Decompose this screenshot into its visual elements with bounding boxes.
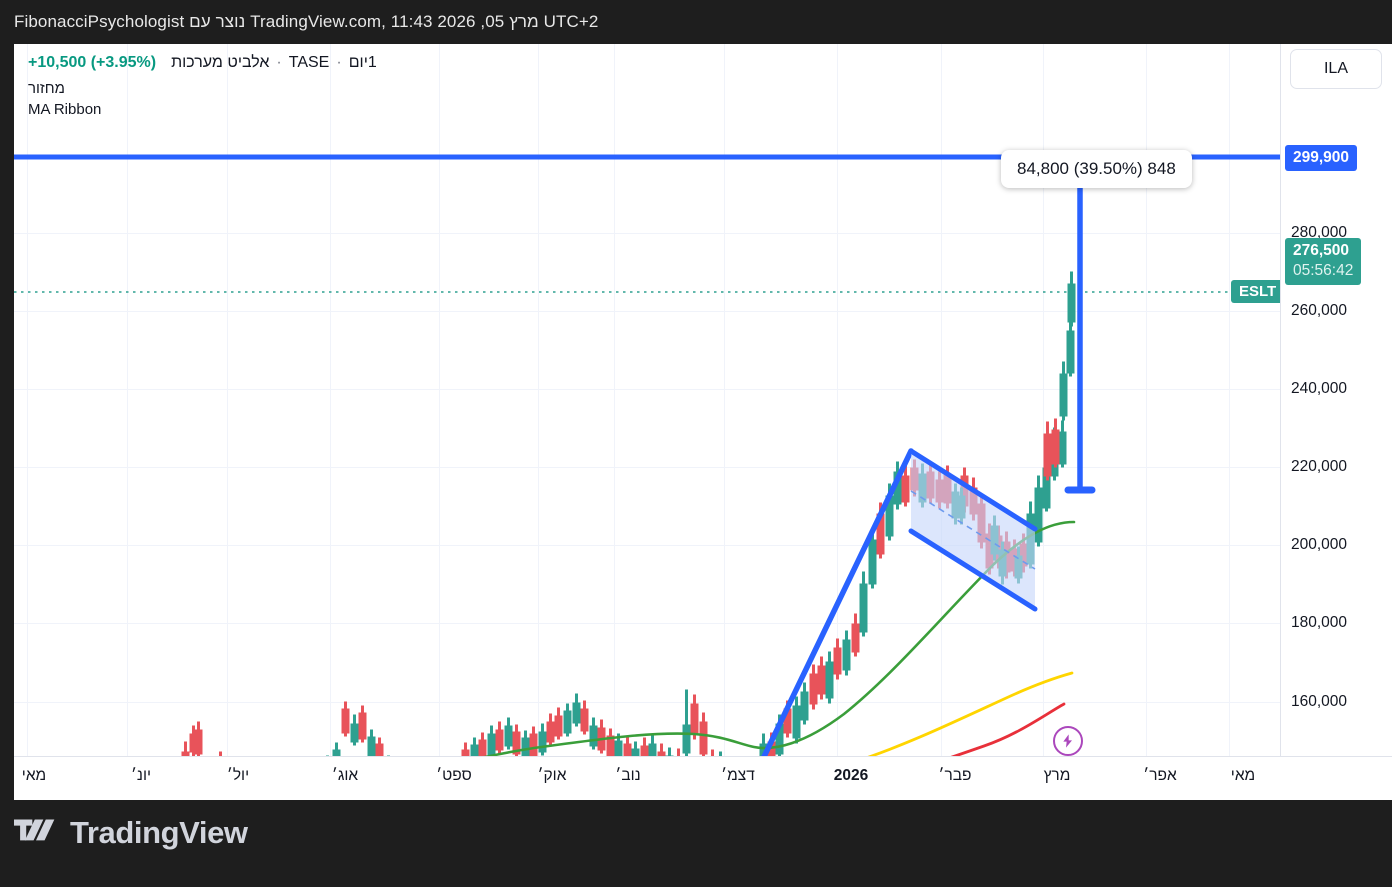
time-tick: נוב׳ (615, 767, 641, 784)
price-tick: 180,000 (1291, 614, 1348, 631)
attribution-bar: FibonacciPsychologist נוצר עם TradingVie… (0, 0, 1392, 44)
price-tick: 240,000 (1291, 380, 1348, 397)
time-tick: פבר׳ (938, 767, 972, 784)
currency-badge-label: ILA (1323, 60, 1348, 77)
gridline-horizontal (14, 702, 1280, 703)
last-price-value: 276,500 (1293, 242, 1350, 259)
legend-change-value: +10,500 (+3.95%) (28, 54, 157, 71)
gridline-horizontal (14, 233, 1280, 234)
gridline-vertical (27, 44, 28, 756)
parallel-channel-fill (911, 451, 1035, 609)
price-tick: 200,000 (1291, 536, 1348, 553)
series-tag-eslt: ESLT (1231, 280, 1280, 303)
price-tick: 220,000 (1291, 458, 1348, 475)
time-tick: 2026 (833, 767, 869, 784)
price-tick: 160,000 (1291, 693, 1348, 710)
measure-tooltip-text: 84,800 (39.50%) 848 (1017, 159, 1176, 178)
bar-countdown: 05:56:42 (1293, 262, 1354, 279)
gridline-horizontal (14, 389, 1280, 390)
tradingview-logo: TradingView (14, 815, 248, 851)
chart-pane[interactable]: ESLT 1יום · TASE · אלביט מערכות +10,500 … (14, 44, 1280, 800)
gridline-vertical (330, 44, 331, 756)
target-price-label[interactable]: 299,900 (1285, 145, 1358, 171)
legend-symbol-name: אלביט מערכות (171, 54, 270, 71)
price-tick: 260,000 (1291, 302, 1348, 319)
gridline-vertical (941, 44, 942, 756)
time-tick: מאי (1230, 767, 1256, 784)
legend-separator-icon: · (276, 54, 282, 71)
time-tick: ספט׳ (436, 767, 472, 784)
gridline-vertical (724, 44, 725, 756)
parallel-channel-lower (908, 528, 1038, 612)
gridline-vertical (1146, 44, 1147, 756)
parallel-channel-upper (908, 448, 1038, 532)
tradingview-mark-icon (14, 819, 55, 841)
legend-symbol-row[interactable]: 1יום · TASE · אלביט מערכות +10,500 (+3.9… (28, 54, 377, 72)
last-price-label[interactable]: 276,500 05:56:42 (1285, 238, 1362, 285)
time-tick: אוג׳ (331, 767, 359, 784)
time-tick: דצמ׳ (721, 767, 755, 784)
gridline-horizontal (14, 467, 1280, 468)
time-tick: מאי (21, 767, 47, 784)
legend-indicator-volume[interactable]: מחזור (28, 80, 65, 97)
gridline-vertical (1043, 44, 1044, 756)
legend-indicator-ma-ribbon[interactable]: MA Ribbon (28, 101, 102, 118)
time-tick: אפר׳ (1143, 767, 1177, 784)
time-tick: מרץ (1043, 767, 1071, 784)
time-tick: יונ׳ (130, 767, 152, 784)
flag-pole-trendline (744, 448, 914, 795)
gridline-vertical (837, 44, 838, 756)
parallel-channel-midline (910, 490, 1036, 570)
gridline-horizontal (14, 545, 1280, 546)
time-scale[interactable]: מאי יונ׳ יול׳ אוג׳ ספט׳ אוק׳ נוב׳ דצמ׳ 2026 פבר׳ מ… (14, 756, 1392, 800)
legend-indicators: מחזור MA Ribbon (28, 78, 377, 120)
legend-separator-icon: · (336, 54, 342, 71)
gridline-vertical (1229, 44, 1230, 756)
price-scale[interactable]: ILA 299,900 280,000 276,500 05:56:42 260… (1280, 44, 1392, 800)
time-tick: יול׳ (226, 767, 250, 784)
measure-arrow (1061, 156, 1099, 494)
gridline-horizontal (14, 623, 1280, 624)
lightning-bolt-icon[interactable] (1053, 726, 1083, 756)
tradingview-wordmark: TradingView (70, 815, 248, 850)
gridline-horizontal (14, 311, 1280, 312)
legend-interval: 1יום (348, 54, 377, 71)
attribution-text: FibonacciPsychologist נוצר עם TradingVie… (14, 12, 599, 31)
gridline-vertical (614, 44, 615, 756)
time-tick: אוק׳ (537, 767, 567, 784)
gridline-vertical (227, 44, 228, 756)
price-tick: 280,000 (1291, 224, 1348, 241)
measure-tooltip: 84,800 (39.50%) 848 (1001, 150, 1192, 188)
chart-frame: ESLT 1יום · TASE · אלביט מערכות +10,500 … (14, 44, 1392, 800)
chart-legend: 1יום · TASE · אלביט מערכות +10,500 (+3.9… (28, 54, 377, 120)
legend-exchange: TASE (288, 54, 330, 71)
gridline-vertical (439, 44, 440, 756)
gridline-vertical (538, 44, 539, 756)
currency-badge[interactable]: ILA (1290, 49, 1382, 89)
gridline-vertical (127, 44, 128, 756)
